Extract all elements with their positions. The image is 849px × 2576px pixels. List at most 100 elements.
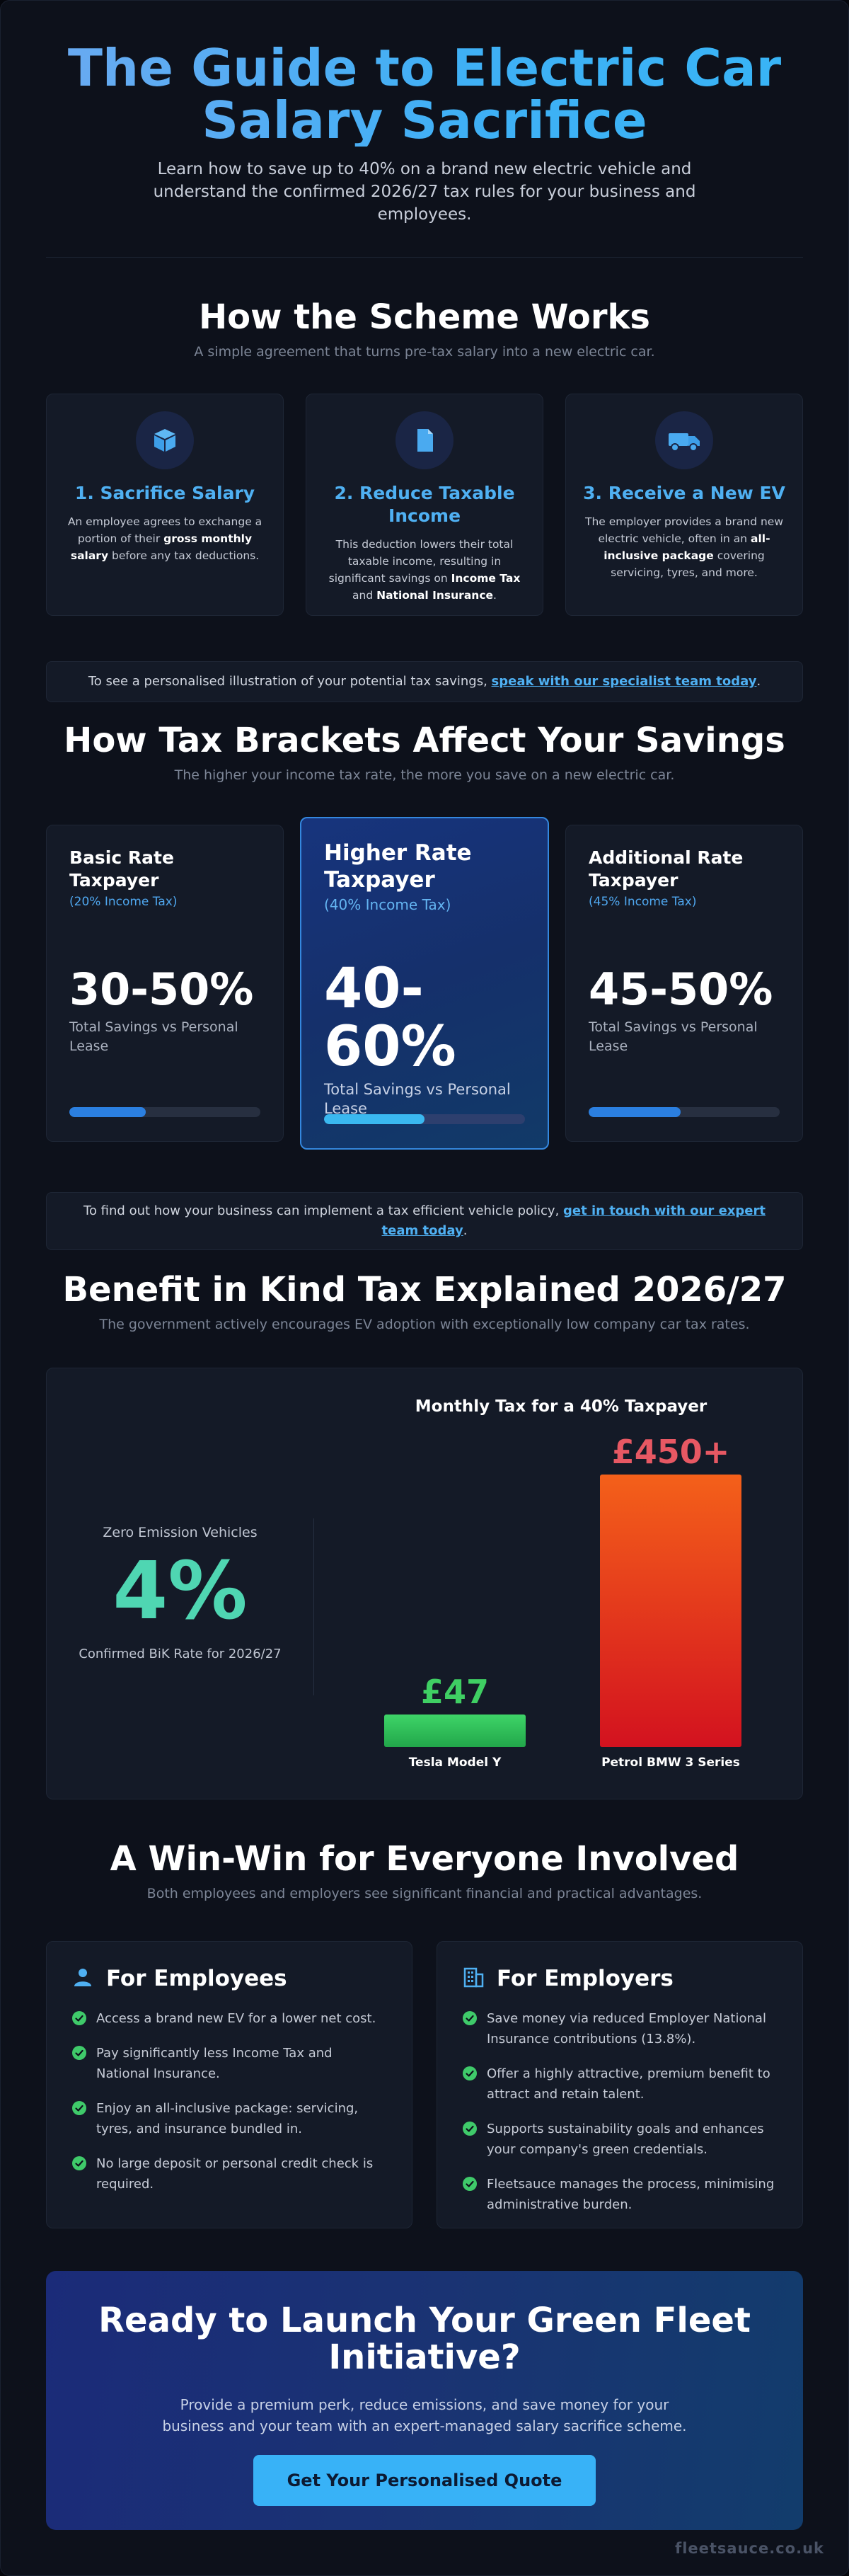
footer-brand: fleetsauce.co.uk: [675, 2540, 824, 2557]
bracket-title-basic: Basic Rate Taxpayer: [69, 847, 174, 891]
employers-item-text: Supports sustainability goals and enhanc…: [487, 2122, 764, 2157]
bracket-title-additional: Additional Rate Taxpayer: [589, 847, 744, 891]
employers-item: Fleetsauce manages the process, minimisi…: [463, 2174, 777, 2215]
employees-item-text: Access a brand new EV for a lower net co…: [96, 2011, 376, 2026]
bik-subtitle: The government actively encourages EV ad…: [99, 1317, 750, 1332]
bracket-card-higher: Higher Rate Taxpayer (40% Income Tax) 40…: [300, 817, 549, 1150]
tax-brackets: Basic Rate Taxpayer (20% Income Tax) 30-…: [46, 817, 803, 1150]
savings-bar-additional: [589, 1107, 780, 1117]
bracket-card-additional: Additional Rate Taxpayer (45% Income Tax…: [565, 825, 803, 1142]
employees-benefits-list: Access a brand new EV for a lower net co…: [72, 2008, 386, 2194]
check-circle-icon: [72, 2011, 86, 2025]
cta-panel: Ready to Launch Your Green Fleet Initiat…: [46, 2271, 803, 2530]
bracket-note-higher: Total Savings vs Personal Lease: [324, 1081, 511, 1117]
bracket-savings-additional: 45-50%: [589, 963, 773, 1015]
data-label-bmw: £450+: [612, 1433, 730, 1471]
specialist-banner: To see a personalised illustration of yo…: [46, 661, 803, 702]
check-circle-icon: [463, 2066, 477, 2080]
specialist-team-link[interactable]: speak with our specialist team today: [491, 674, 757, 689]
bracket-savings-basic: 30-50%: [69, 963, 254, 1015]
brackets-subtitle: The higher your income tax rate, the mor…: [174, 767, 675, 783]
employers-title: For Employers: [497, 1966, 674, 1991]
person-icon: [72, 1967, 93, 1991]
bik-label: Zero Emission Vehicles: [103, 1525, 258, 1540]
employers-item-text: Fleetsauce manages the process, minimisi…: [487, 2177, 775, 2212]
brackets-title: How Tax Brackets Affect Your Savings: [64, 721, 785, 760]
expert-banner: To find out how your business can implem…: [46, 1192, 803, 1250]
header-divider: [46, 257, 803, 258]
cta-title: Ready to Launch Your Green Fleet Initiat…: [98, 2301, 751, 2377]
bracket-title-higher: Higher Rate Taxpayer: [324, 840, 472, 893]
employers-item: Save money via reduced Employer National…: [463, 2008, 777, 2049]
employees-title: For Employees: [106, 1966, 287, 1991]
employees-card: For Employees Access a brand new EV for …: [46, 1941, 412, 2228]
bracket-note-basic: Total Savings vs Personal Lease: [69, 1019, 238, 1054]
savings-bar-basic: [69, 1107, 260, 1117]
winwin-subtitle: Both employees and employers see signifi…: [146, 1886, 703, 1901]
check-circle-icon: [72, 2101, 86, 2115]
bik-title: Benefit in Kind Tax Explained 2026/27: [62, 1270, 787, 1310]
monthly-tax-chart-svg: Monthly Tax for a 40% Taxpayer £47 Tesla …: [384, 1397, 741, 1770]
category-label-bmw: Petrol BMW 3 Series: [601, 1756, 740, 1770]
employers-item: Supports sustainability goals and enhanc…: [463, 2119, 777, 2160]
building-icon: [463, 1967, 484, 1991]
bik-panel: Zero Emission Vehicles 4% Confirmed BiK …: [46, 1368, 803, 1799]
benefits-columns: For Employees Access a brand new EV for …: [46, 1941, 803, 2228]
step-card-2: 2. Reduce Taxable Income This deduction …: [306, 394, 543, 616]
scheme-subtitle: A simple agreement that turns pre-tax sa…: [194, 344, 655, 360]
check-circle-icon: [463, 2122, 477, 2136]
page-subtitle: Learn how to save up to 40% on a brand n…: [153, 160, 696, 224]
category-label-tesla: Tesla Model Y: [409, 1756, 502, 1770]
bar-tesla: [384, 1715, 526, 1747]
monthly-tax-chart: Monthly Tax for a 40% Taxpayer £47 Tesla …: [313, 1368, 804, 1799]
step-card-1: 1. Sacrifice Salary An employee agrees t…: [46, 394, 284, 616]
bracket-card-basic: Basic Rate Taxpayer (20% Income Tax) 30-…: [46, 825, 284, 1142]
bracket-rate-basic: (20% Income Tax): [69, 895, 178, 909]
get-quote-button[interactable]: Get Your Personalised Quote: [253, 2455, 596, 2506]
step-title-3: 3. Receive a New EV: [583, 483, 785, 503]
step-text-3: The employer provides a brand new electr…: [585, 515, 783, 579]
bracket-note-additional: Total Savings vs Personal Lease: [589, 1019, 758, 1054]
expert-team-link[interactable]: get in touch with our expert team today: [381, 1203, 766, 1238]
check-circle-icon: [72, 2046, 86, 2060]
bracket-rate-higher: (40% Income Tax): [324, 896, 451, 913]
savings-bar-fill-additional: [589, 1107, 681, 1117]
box-icon: [136, 411, 194, 469]
bik-rate-block: Zero Emission Vehicles 4% Confirmed BiK …: [47, 1368, 313, 1799]
step-text-2: This deduction lowers their total taxabl…: [328, 538, 521, 602]
employees-item-text: Enjoy an all-inclusive package: servicin…: [96, 2101, 359, 2136]
savings-bar-higher: [324, 1114, 525, 1124]
winwin-title: A Win-Win for Everyone Involved: [110, 1839, 739, 1879]
employers-item-text: Offer a highly attractive, premium benef…: [487, 2066, 770, 2102]
step-card-3: 3. Receive a New EV The employer provide…: [565, 394, 803, 616]
employees-item-text: No large deposit or personal credit chec…: [96, 2156, 374, 2192]
bik-rate: 4%: [112, 1545, 248, 1637]
employers-item: Offer a highly attractive, premium benef…: [463, 2063, 777, 2105]
employees-item: Access a brand new EV for a lower net co…: [72, 2008, 386, 2029]
employers-benefits-list: Save money via reduced Employer National…: [463, 2008, 777, 2215]
employees-item-text: Pay significantly less Income Tax and Na…: [96, 2046, 333, 2081]
bracket-rate-additional: (45% Income Tax): [589, 895, 697, 909]
data-label-tesla: £47: [421, 1673, 489, 1711]
scheme-title: How the Scheme Works: [199, 297, 650, 337]
check-circle-icon: [72, 2156, 86, 2170]
page-title-line-2: Salary Sacrifice: [202, 91, 647, 150]
step-title-1: 1. Sacrifice Salary: [74, 483, 255, 503]
specialist-banner-text: To see a personalised illustration of yo…: [88, 674, 492, 689]
check-circle-icon: [463, 2011, 477, 2025]
expert-banner-text: To find out how your business can implem…: [83, 1203, 564, 1218]
employees-item: No large deposit or personal credit chec…: [72, 2153, 386, 2194]
savings-bar-fill-basic: [69, 1107, 146, 1117]
page-title-line-1: The Guide to Electric Car: [67, 38, 782, 98]
bar-bmw: [600, 1475, 741, 1747]
scheme-steps: 1. Sacrifice Salary An employee agrees t…: [46, 394, 803, 616]
employees-item: Pay significantly less Income Tax and Na…: [72, 2043, 386, 2084]
employees-item: Enjoy an all-inclusive package: servicin…: [72, 2098, 386, 2139]
bik-divider: [313, 1518, 314, 1695]
truck-icon: [655, 411, 713, 469]
cta-subtitle: Provide a premium perk, reduce emissions…: [162, 2396, 687, 2434]
page-title: The Guide to Electric Car Salary Sacrifi…: [46, 1, 803, 147]
bik-caption: Confirmed BiK Rate for 2026/27: [79, 1647, 282, 1661]
employers-card: For Employers Save money via reduced Emp…: [437, 1941, 803, 2228]
